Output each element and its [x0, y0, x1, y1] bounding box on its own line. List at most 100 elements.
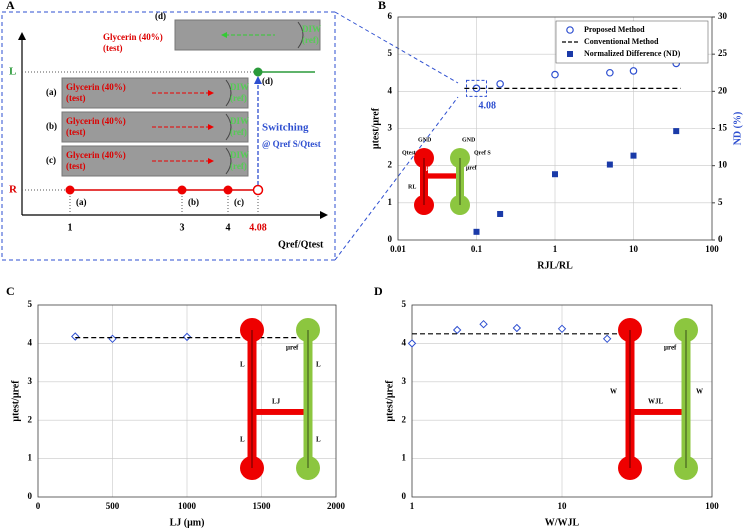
ref-label: DIW: [230, 82, 249, 92]
arrow: [208, 124, 214, 130]
switching-label: Switching: [262, 122, 309, 134]
panel-label: C: [6, 284, 15, 298]
ref-note: (ref): [230, 161, 247, 171]
legend-swatch: [567, 51, 573, 57]
y2-axis-label: ND (%): [732, 112, 743, 146]
point: [629, 67, 638, 75]
plot-frame: [397, 16, 713, 241]
inset-label: μref: [466, 165, 478, 171]
ref-note: (ref): [302, 35, 319, 45]
y-tick-label: 1: [28, 453, 33, 463]
y-tick-label: 1: [402, 453, 407, 463]
y-tick-label: 3: [402, 376, 407, 386]
point: [512, 323, 522, 333]
y-tick-label: 2: [28, 414, 33, 424]
point: [606, 68, 614, 77]
zoom-line: [334, 11, 459, 84]
image-label: (d): [155, 11, 166, 21]
channel: [424, 173, 456, 179]
y-tick-label: 6: [388, 11, 393, 21]
ref-note: (ref): [230, 127, 247, 137]
point: [606, 161, 613, 168]
inset-label: RL: [408, 184, 416, 190]
y2-tick-label: 10: [718, 160, 728, 170]
x-tick-label: 10: [558, 501, 568, 511]
x-tick-label: 100: [705, 244, 719, 254]
y-tick-label: 0: [402, 491, 407, 501]
panel-label: A: [6, 0, 15, 12]
test-note: (test): [66, 93, 86, 103]
y-axis-label: μtest/μref: [10, 380, 21, 422]
y-tick-label: 4: [388, 85, 393, 95]
channel-edge: [225, 113, 232, 141]
point: [108, 334, 117, 343]
arrow: [208, 158, 214, 164]
inset-label: Qtest: [402, 150, 416, 156]
x-tick-label: 1: [68, 222, 73, 233]
inset-label: L: [316, 436, 321, 444]
test-label: Glycerin (40%): [66, 116, 126, 126]
x-tick-label: 0.01: [390, 244, 406, 254]
y2-tick-label: 15: [718, 123, 728, 133]
level-label: R: [9, 184, 18, 196]
test-note: (test): [103, 43, 123, 53]
y-tick-label: 3: [28, 376, 33, 386]
legend-label: Proposed Method: [584, 25, 645, 34]
x-tick-label: 1: [410, 501, 415, 511]
image-label: (a): [46, 87, 57, 97]
inset-label: W: [696, 388, 703, 396]
x-tick-label: 500: [106, 501, 120, 511]
ref-label: DIW: [230, 116, 249, 126]
test-label: Glycerin (40%): [66, 150, 126, 160]
state-dot: [252, 184, 264, 196]
channel-edge: [297, 21, 304, 49]
x-tick-label: 2000: [327, 501, 346, 511]
legend: [555, 20, 709, 64]
x-tick-label: 4.08: [249, 222, 267, 233]
ref-label: DIW: [302, 24, 321, 34]
ref-label: DIW: [230, 150, 249, 160]
test-label: Glycerin (40%): [66, 82, 126, 92]
point-label: (c): [234, 197, 244, 207]
panel-label: D: [374, 284, 383, 298]
point: [557, 324, 567, 334]
legend-swatch: [566, 26, 574, 34]
point: [479, 319, 488, 329]
inset-label: GND: [418, 137, 432, 143]
x-axis-label: LJ (μm): [170, 517, 205, 528]
arrow: [221, 32, 227, 38]
plot-frame: [411, 304, 713, 498]
arrow: [208, 90, 214, 96]
plot-frame: [37, 304, 337, 498]
arrow: [254, 76, 262, 84]
test-label: Glycerin (40%): [103, 32, 163, 42]
panel-label: B: [378, 0, 386, 12]
inset-label: μref: [286, 344, 299, 352]
y2-tick-label: 30: [718, 11, 728, 21]
y2-tick-label: 0: [718, 234, 723, 244]
x-axis-label: RJL/RL: [537, 260, 573, 271]
legend-label: Conventional Method: [584, 37, 659, 46]
y-tick-label: 5: [28, 299, 33, 309]
switching-condition: @ Qref S/Qtest: [262, 139, 321, 149]
zoom-line: [334, 96, 459, 261]
state-dot: [223, 185, 233, 195]
arrow: [18, 32, 26, 40]
inset-label: Qref S: [474, 150, 491, 156]
panel-a-border: [1, 11, 336, 261]
inset-label: μtest: [258, 344, 273, 352]
y-tick-label: 5: [388, 48, 393, 58]
point-label: (a): [76, 197, 87, 207]
inset-label: GND: [462, 137, 476, 143]
x-tick-label: 4: [226, 222, 231, 233]
inset-label: μtest: [636, 344, 651, 352]
x-tick-label: 1: [553, 244, 558, 254]
point: [551, 70, 559, 79]
point: [473, 228, 480, 235]
inset-label: LJ: [272, 398, 281, 406]
state-dot: [253, 67, 263, 77]
channel: [630, 409, 682, 415]
point: [630, 152, 637, 159]
inset-label: L: [240, 361, 245, 369]
